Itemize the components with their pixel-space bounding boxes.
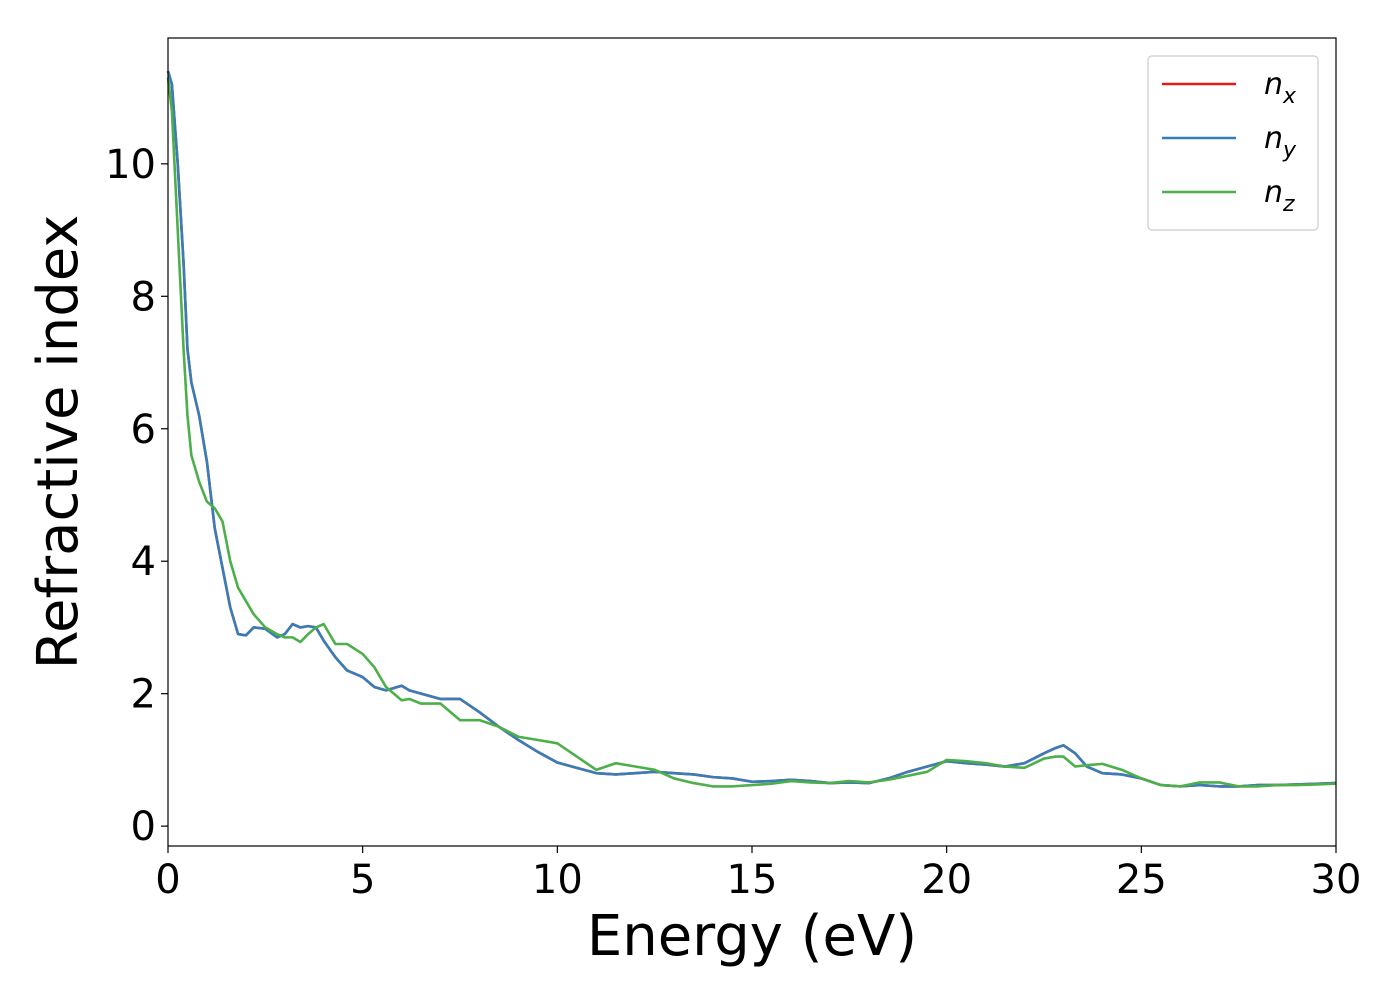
- legend-box: [1147, 55, 1319, 231]
- x-axis-ticks: 0 5 10 15 20 25 30: [155, 846, 1361, 903]
- y-tick-label: 4: [131, 539, 156, 585]
- x-tick-label: 30: [1311, 857, 1362, 903]
- y-tick-label: 2: [131, 672, 156, 718]
- legend-label-z: nz: [1264, 175, 1295, 217]
- x-tick-label: 25: [1116, 857, 1167, 903]
- x-tick-label: 15: [727, 857, 778, 903]
- y-tick-label: 0: [131, 804, 156, 850]
- y-tick-label: 10: [105, 142, 156, 188]
- y-axis-ticks: 0 2 4 6 8 10: [105, 142, 168, 850]
- series-layer: [166, 70, 1337, 788]
- y-tick-label: 6: [131, 407, 156, 453]
- x-tick-label: 5: [350, 857, 375, 903]
- x-tick-label: 10: [532, 857, 583, 903]
- legend-label-x: nx: [1264, 67, 1297, 109]
- series-line-z: [166, 77, 1337, 788]
- x-tick-label: 0: [155, 857, 180, 903]
- y-axis-label: Refractive index: [26, 215, 91, 670]
- y-tick-label: 8: [131, 274, 156, 320]
- legend-label-y: ny: [1264, 121, 1297, 163]
- legend: nx ny nz: [1147, 55, 1319, 231]
- x-tick-label: 20: [921, 857, 972, 903]
- x-axis-label: Energy (eV): [587, 904, 917, 969]
- series-line-y: [166, 70, 1337, 788]
